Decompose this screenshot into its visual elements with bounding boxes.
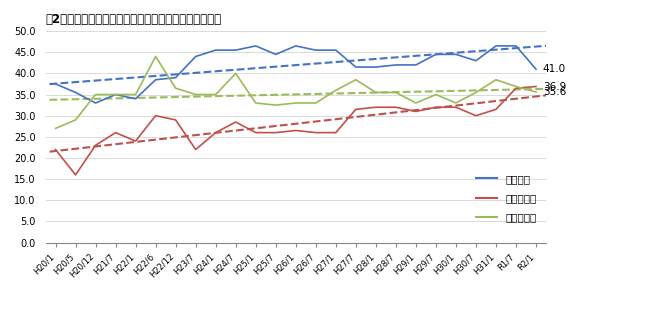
Text: 囲2「健康志向」「経済性志向」「簡便化志向」の推移: 囲2「健康志向」「経済性志向」「簡便化志向」の推移 [46, 13, 222, 26]
Text: 41.0: 41.0 [543, 64, 566, 74]
Text: 36.9: 36.9 [543, 81, 566, 91]
Legend: 健康志向, 簡便化志向, 経済性志向: 健康志向, 簡便化志向, 経済性志向 [472, 170, 541, 227]
Text: 35.6: 35.6 [543, 87, 566, 97]
